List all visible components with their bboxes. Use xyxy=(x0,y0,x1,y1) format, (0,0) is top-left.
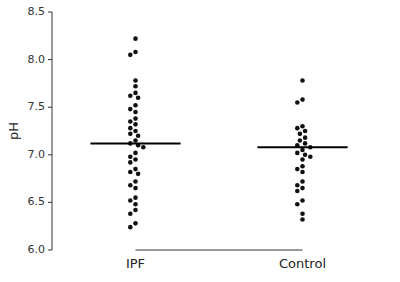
data-point xyxy=(300,217,305,222)
data-point xyxy=(308,154,313,159)
data-point xyxy=(133,221,138,226)
data-point xyxy=(136,95,141,100)
data-point xyxy=(133,129,138,134)
data-point xyxy=(300,212,305,217)
plot-area xyxy=(90,36,347,229)
data-point xyxy=(295,183,300,188)
data-point xyxy=(133,186,138,191)
data-point xyxy=(128,183,133,188)
median-line xyxy=(257,146,347,148)
data-point xyxy=(300,164,305,169)
data-point xyxy=(133,179,138,184)
data-point xyxy=(128,126,133,131)
data-point xyxy=(303,129,308,134)
y-tick xyxy=(48,107,52,108)
x-axis xyxy=(136,250,303,251)
data-point xyxy=(133,202,138,207)
y-tick xyxy=(48,250,52,251)
y-tick-label: 6.0 xyxy=(28,243,46,256)
data-point xyxy=(133,78,138,83)
data-point xyxy=(128,212,133,217)
data-point xyxy=(295,126,300,131)
data-point xyxy=(128,160,133,165)
y-tick-label: 6.5 xyxy=(28,195,46,208)
data-point xyxy=(128,154,133,159)
data-point xyxy=(295,167,300,172)
data-point xyxy=(303,153,308,158)
data-point xyxy=(128,170,133,175)
y-tick xyxy=(48,12,52,13)
data-point xyxy=(300,157,305,162)
data-point xyxy=(300,170,305,175)
data-point xyxy=(133,151,138,156)
data-point xyxy=(133,50,138,55)
data-point xyxy=(295,100,300,105)
data-point xyxy=(128,225,133,230)
data-point xyxy=(136,133,141,138)
data-point xyxy=(133,195,138,200)
data-point xyxy=(133,116,138,121)
median-line xyxy=(90,142,180,144)
data-point xyxy=(300,186,305,191)
y-tick-label: 8.5 xyxy=(28,5,46,18)
data-point xyxy=(128,53,133,58)
data-point xyxy=(295,151,300,156)
data-point xyxy=(133,36,138,41)
data-point xyxy=(300,97,305,102)
data-point xyxy=(133,122,138,127)
data-point xyxy=(128,119,133,124)
x-tick-label: IPF xyxy=(126,256,145,271)
y-tick-label: 8.0 xyxy=(28,53,46,66)
data-point xyxy=(133,110,138,115)
data-point xyxy=(141,145,146,150)
data-point xyxy=(298,132,303,137)
y-tick-label: 7.0 xyxy=(28,148,46,161)
data-point xyxy=(133,208,138,213)
data-point xyxy=(133,91,138,96)
y-tick-label: 7.5 xyxy=(28,100,46,113)
data-point xyxy=(303,141,308,146)
data-point xyxy=(295,189,300,194)
data-point xyxy=(300,179,305,184)
data-point xyxy=(300,78,305,83)
data-point xyxy=(303,135,308,140)
chart: 6.0 6.5 7.0 7.5 8.0 8.5 pH IPF Control xyxy=(0,0,400,282)
data-point xyxy=(300,124,305,129)
y-axis xyxy=(52,12,53,250)
data-point xyxy=(128,132,133,137)
data-point xyxy=(300,148,305,153)
y-tick xyxy=(48,59,52,60)
y-tick xyxy=(48,202,52,203)
data-point xyxy=(128,93,133,98)
data-point xyxy=(128,107,133,112)
data-point xyxy=(298,138,303,143)
y-tick xyxy=(48,154,52,155)
data-point xyxy=(133,138,138,143)
data-point xyxy=(133,167,138,172)
data-point xyxy=(300,198,305,203)
data-point xyxy=(133,103,138,108)
x-tick-label: Control xyxy=(279,256,326,271)
y-axis-label: pH xyxy=(6,122,21,140)
data-point xyxy=(133,157,138,162)
data-point xyxy=(128,198,133,203)
data-point xyxy=(133,84,138,89)
data-point xyxy=(136,172,141,177)
data-point xyxy=(295,202,300,207)
